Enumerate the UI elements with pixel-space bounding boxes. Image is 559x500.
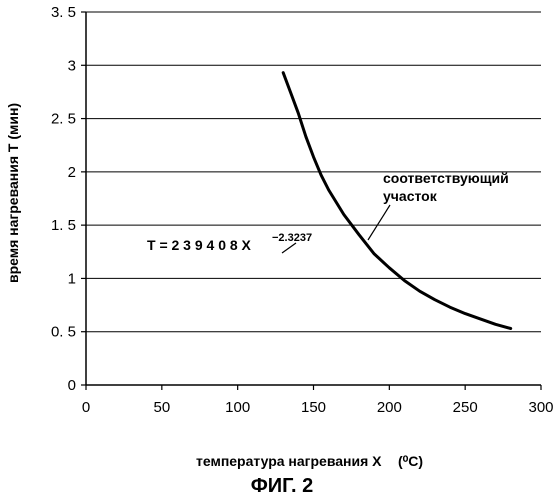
x-tick-label-0: 0 bbox=[82, 399, 90, 416]
x-axis-title: температура нагревания X bbox=[196, 453, 382, 469]
formula-pointer-line bbox=[282, 243, 296, 253]
y-tick-label-5: 2. 5 bbox=[51, 111, 76, 128]
region-label-line2: участок bbox=[383, 188, 438, 204]
region-label-line1: соответствующий bbox=[383, 170, 509, 186]
y-tick-label-2: 1 bbox=[68, 270, 76, 287]
y-tick-label-7: 3. 5 bbox=[51, 4, 76, 21]
x-axis-unit: (⁰C) bbox=[398, 453, 423, 469]
x-tick-label-1: 50 bbox=[153, 399, 170, 416]
y-tick-label-4: 2 bbox=[68, 164, 76, 181]
x-tick-label-5: 250 bbox=[453, 399, 478, 416]
x-tick-label-3: 150 bbox=[301, 399, 326, 416]
y-axis-title: время нагревания T (мин) bbox=[5, 103, 21, 283]
y-tick-label-3: 1. 5 bbox=[51, 217, 76, 234]
y-tick-label-1: 0. 5 bbox=[51, 324, 76, 341]
axes bbox=[81, 12, 541, 390]
x-tick-label-2: 100 bbox=[225, 399, 250, 416]
y-tick-label-6: 3 bbox=[68, 57, 76, 74]
tick-labels: 0 0. 5 1 1. 5 2 2. 5 3 3. 5 0 50 100 150 200 250 300 bbox=[51, 4, 554, 416]
x-tick-label-6: 300 bbox=[528, 399, 553, 416]
formula-main: T = 2 3 9 4 0 8 X bbox=[147, 237, 252, 253]
region-pointer-line bbox=[368, 205, 390, 240]
x-tick-label-4: 200 bbox=[377, 399, 402, 416]
formula-exponent: −2.3237 bbox=[272, 232, 312, 244]
y-tick-label-0: 0 bbox=[68, 377, 76, 394]
figure-caption: ФИГ. 2 bbox=[251, 475, 314, 497]
